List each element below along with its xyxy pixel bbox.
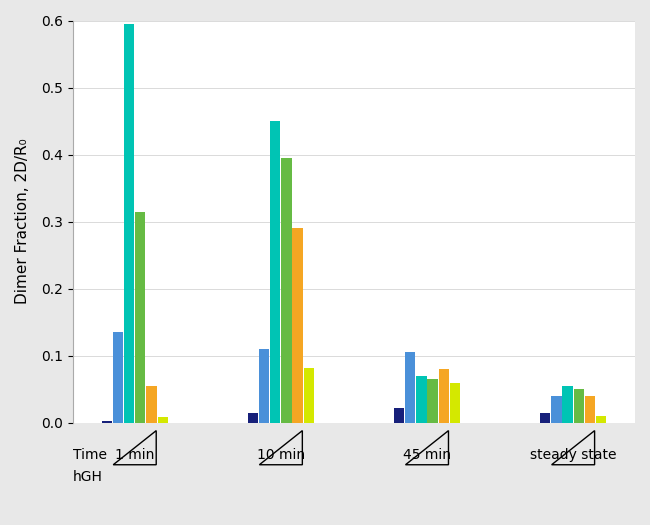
Bar <box>394 408 404 423</box>
Text: hGH: hGH <box>73 470 103 484</box>
Bar <box>551 396 562 423</box>
Bar <box>304 368 314 423</box>
Bar <box>596 416 606 423</box>
Bar <box>270 121 280 423</box>
Bar <box>540 413 551 423</box>
Bar <box>573 389 584 423</box>
Bar <box>562 386 573 423</box>
Bar <box>428 379 437 423</box>
Bar <box>281 158 292 423</box>
Text: 45 min: 45 min <box>403 448 451 462</box>
Bar <box>157 417 168 423</box>
Text: 10 min: 10 min <box>257 448 305 462</box>
Bar <box>450 383 460 423</box>
Bar <box>113 332 123 423</box>
Bar <box>292 228 303 423</box>
Bar <box>405 352 415 423</box>
Y-axis label: Dimer Fraction, 2D/R₀: Dimer Fraction, 2D/R₀ <box>15 139 30 304</box>
Bar <box>146 386 157 423</box>
Bar <box>416 376 426 423</box>
Bar <box>585 396 595 423</box>
Bar <box>439 369 449 423</box>
Bar <box>248 413 258 423</box>
Bar <box>124 24 135 423</box>
Bar <box>259 349 269 423</box>
Bar <box>101 421 112 423</box>
Text: steady state: steady state <box>530 448 616 462</box>
Text: Time: Time <box>73 448 107 462</box>
Text: 1 min: 1 min <box>115 448 155 462</box>
Bar <box>135 212 146 423</box>
